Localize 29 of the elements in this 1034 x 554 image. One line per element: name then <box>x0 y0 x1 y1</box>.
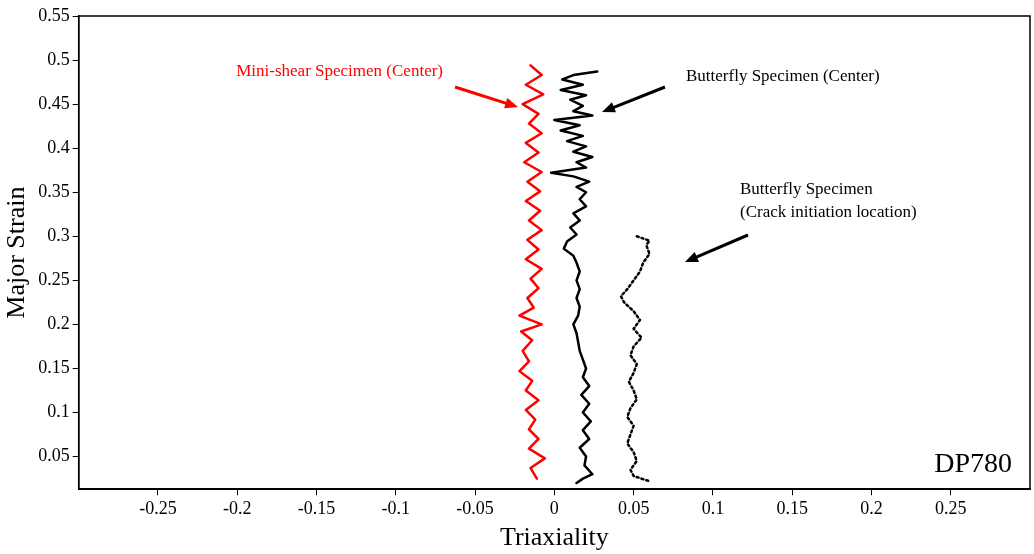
y-tick-label: 0.4 <box>47 136 70 157</box>
y-tick-label: 0.55 <box>38 4 70 25</box>
x-tick-label: -0.2 <box>223 497 252 518</box>
x-tick-label: -0.1 <box>381 497 411 518</box>
y-tick-label: 0.45 <box>38 92 70 113</box>
x-tick-label: 0.1 <box>701 497 725 518</box>
x-tick-label: 0 <box>549 497 559 518</box>
x-axis-title: Triaxiality <box>499 522 609 552</box>
y-tick-label: 0.3 <box>47 225 70 246</box>
x-tick-label: 0.05 <box>617 497 650 518</box>
annotation: Mini-shear Specimen (Center) <box>236 61 443 81</box>
y-axis-title: Major Strain <box>1 186 31 319</box>
line-series <box>619 235 651 483</box>
y-tick-label: 0.15 <box>38 357 70 378</box>
y-tick-label: 0.05 <box>38 445 70 466</box>
x-tick-label: 0.2 <box>860 497 883 518</box>
y-tick-label: 0.5 <box>47 48 70 69</box>
x-tick-label: -0.15 <box>297 497 336 518</box>
y-tick-label: 0.2 <box>47 313 70 334</box>
y-tick-label: 0.1 <box>47 401 70 422</box>
x-tick-label: -0.25 <box>139 497 177 518</box>
annotation: DP780 <box>934 447 1012 479</box>
annotation: Butterfly Specimen (Center) <box>686 66 880 86</box>
x-tick-label: 0.15 <box>776 497 808 518</box>
y-tick-label: 0.25 <box>38 269 70 290</box>
annotation: Butterfly Specimen (Crack initiation location) <box>740 179 917 222</box>
y-tick-label: 0.35 <box>38 180 70 201</box>
x-tick-label: -0.05 <box>456 497 494 518</box>
x-tick-label: 0.25 <box>934 497 967 518</box>
